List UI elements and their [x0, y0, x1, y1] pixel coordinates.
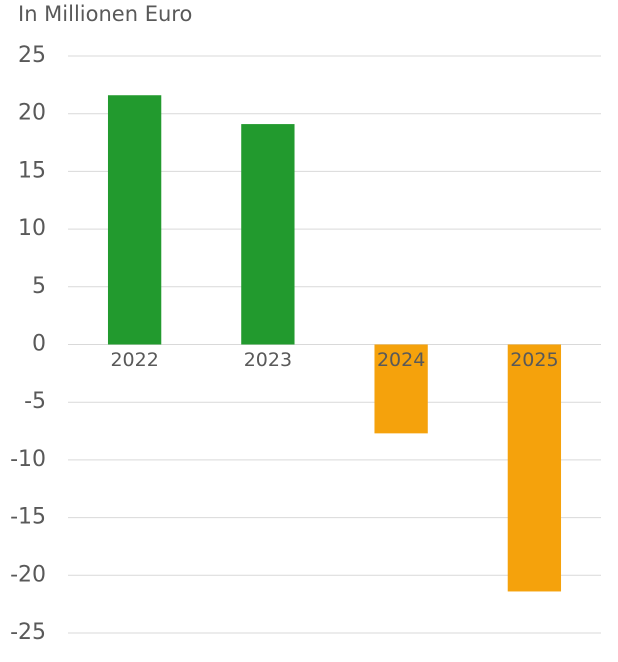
- bar: [374, 344, 428, 434]
- x-tick-label: 2025: [510, 349, 558, 371]
- y-tick-label: 10: [18, 216, 46, 241]
- y-tick-label: 20: [18, 101, 46, 126]
- x-tick-label: 2022: [110, 349, 158, 371]
- y-axis-label: In Millionen Euro: [18, 2, 192, 26]
- bar: [107, 95, 162, 345]
- y-tick-label: -25: [10, 620, 46, 645]
- bar: [507, 344, 562, 592]
- y-tick-label: 15: [18, 158, 46, 183]
- y-tick-label: -15: [10, 505, 46, 530]
- y-tick-label: -10: [10, 447, 46, 472]
- y-tick-label: -20: [10, 562, 46, 587]
- y-tick-label: 25: [18, 43, 46, 68]
- x-tick-label: 2023: [244, 349, 292, 371]
- y-tick-label: -5: [24, 389, 46, 414]
- x-tick-label: 2024: [377, 349, 425, 371]
- y-tick-label: 5: [32, 274, 46, 299]
- bar: [241, 124, 295, 345]
- y-tick-label: 0: [32, 332, 46, 357]
